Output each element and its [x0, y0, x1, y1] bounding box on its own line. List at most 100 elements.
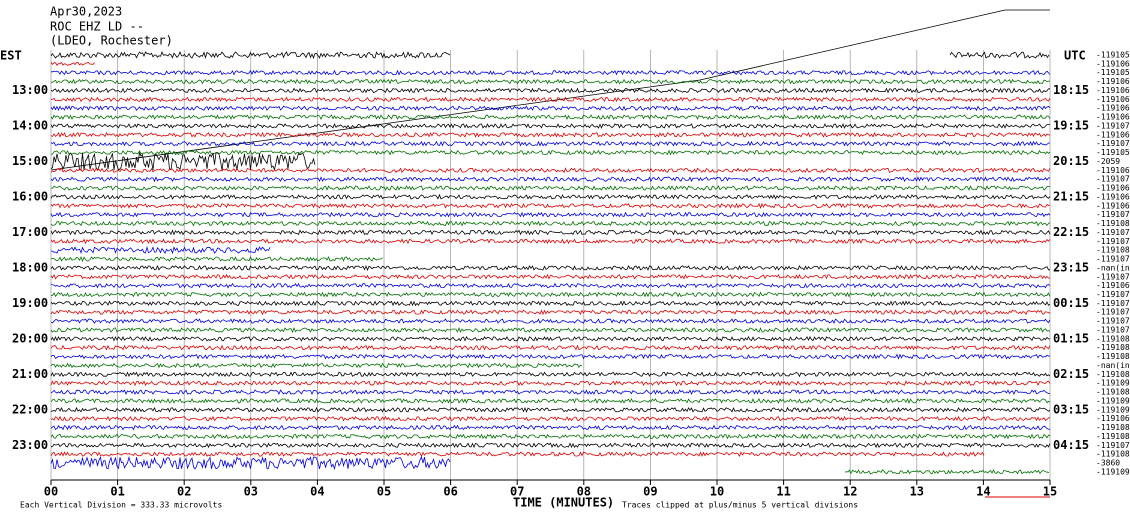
trace: [50, 300, 1051, 307]
row-value: -1191075: [1096, 299, 1130, 308]
trace: [50, 220, 1051, 227]
trace: [50, 185, 1051, 191]
trace: [50, 131, 1051, 138]
trace: [50, 238, 1051, 245]
x-tick-label: 03: [244, 485, 258, 499]
right-header: UTC: [1064, 49, 1086, 63]
trace: [50, 455, 451, 471]
trace: [50, 273, 1051, 280]
row-value: -1191076: [1096, 308, 1130, 317]
trace: [50, 442, 1051, 449]
left-time-label: 14:00: [12, 118, 48, 132]
row-value: -1191085: [1096, 343, 1130, 352]
trace: [50, 149, 1051, 156]
right-time-label: 02:15: [1053, 367, 1089, 381]
right-time-label: 20:15: [1053, 154, 1089, 168]
right-time-label: 01:15: [1053, 331, 1089, 345]
x-tick-label: 05: [377, 485, 391, 499]
x-tick-label: 10: [710, 485, 724, 499]
row-value: -1191063: [1096, 86, 1130, 95]
row-value: -1191058: [1096, 51, 1130, 60]
x-tick-label: 12: [843, 485, 857, 499]
x-tick-label: 00: [44, 485, 58, 499]
row-value: -1191059: [1096, 68, 1130, 77]
row-value: -1191078: [1096, 325, 1130, 334]
row-value: -1191068: [1096, 201, 1130, 210]
trace: [50, 140, 1051, 147]
row-value: -1191091: [1096, 379, 1130, 388]
title: (LDEO, Rochester): [50, 34, 173, 48]
x-tick-label: 14: [976, 485, 990, 499]
row-value: -3860: [1096, 459, 1120, 468]
x-tick-label: 09: [643, 485, 657, 499]
row-value: -2059: [1096, 157, 1120, 166]
x-tick-label: 02: [177, 485, 191, 499]
row-value: -1191092: [1096, 467, 1130, 476]
row-value: -1191060: [1096, 113, 1130, 122]
row-value: -1191060: [1096, 95, 1130, 104]
left-time-label: 19:00: [12, 296, 48, 310]
row-value: -1191060: [1096, 130, 1130, 139]
right-time-label: 22:15: [1053, 225, 1089, 239]
left-time-label: 16:00: [12, 189, 48, 203]
row-value: -1191074: [1096, 441, 1130, 450]
right-time-label: 23:15: [1053, 260, 1089, 274]
left-time-label: 13:00: [12, 83, 48, 97]
title: ROC EHZ LD --: [50, 20, 144, 34]
trace: [50, 389, 1050, 396]
clip-note: Traces clipped at plus/minus 5 vertical …: [622, 501, 858, 510]
left-time-label: 15:00: [12, 154, 48, 168]
row-value: -1191088: [1096, 450, 1130, 459]
row-value: -1191088: [1096, 334, 1130, 343]
row-value: -1191076: [1096, 317, 1130, 326]
row-value: -1191069: [1096, 192, 1130, 201]
trace: [50, 105, 1051, 112]
trace: [50, 122, 1051, 129]
x-tick-label: 15: [1043, 485, 1057, 499]
row-value: -1191069: [1096, 414, 1130, 423]
row-value: -1191084: [1096, 370, 1130, 379]
left-time-label: 21:00: [12, 367, 48, 381]
left-header: EST: [0, 49, 22, 63]
row-value: -1191083: [1096, 432, 1130, 441]
scale-note: Each Vertical Division = 333.33 microvol…: [20, 501, 222, 510]
trace: [50, 433, 1051, 440]
trace: [50, 318, 1051, 324]
trace: [50, 282, 1051, 289]
x-tick-label: 01: [110, 485, 124, 499]
row-value: -1191074: [1096, 255, 1130, 264]
left-time-label: 17:00: [12, 225, 48, 239]
trace: [50, 362, 583, 369]
trace: [50, 344, 1051, 351]
trace: [50, 51, 451, 60]
trace: [949, 51, 1050, 59]
trace: [50, 371, 1051, 378]
row-value: -1191063: [1096, 77, 1130, 86]
trace: [50, 406, 1051, 413]
row-value: -1191066: [1096, 104, 1130, 113]
x-tick-label: 13: [910, 485, 924, 499]
x-tick-label: 06: [443, 485, 457, 499]
left-time-label: 18:00: [12, 260, 48, 274]
right-time-label: 18:15: [1053, 83, 1089, 97]
trace: [50, 397, 1051, 404]
right-time-label: 19:15: [1053, 118, 1089, 132]
row-value: -1191086: [1096, 423, 1130, 432]
left-time-label: 23:00: [12, 438, 48, 452]
right-time-label: 00:15: [1053, 296, 1089, 310]
trace: [50, 353, 1051, 360]
row-value: -1191073: [1096, 237, 1130, 246]
row-value: -1191057: [1096, 148, 1130, 157]
trace: [50, 78, 1050, 85]
row-value: -1191063: [1096, 59, 1130, 68]
right-time-label: 21:15: [1053, 189, 1089, 203]
x-tick-label: 11: [776, 485, 790, 499]
x-tick-label: 07: [510, 485, 524, 499]
trace: [50, 451, 985, 458]
row-value: -1191071: [1096, 228, 1130, 237]
trace: [50, 264, 1050, 271]
right-time-label: 03:15: [1053, 402, 1089, 416]
row-value: -1191082: [1096, 388, 1130, 397]
trace: [50, 256, 383, 263]
